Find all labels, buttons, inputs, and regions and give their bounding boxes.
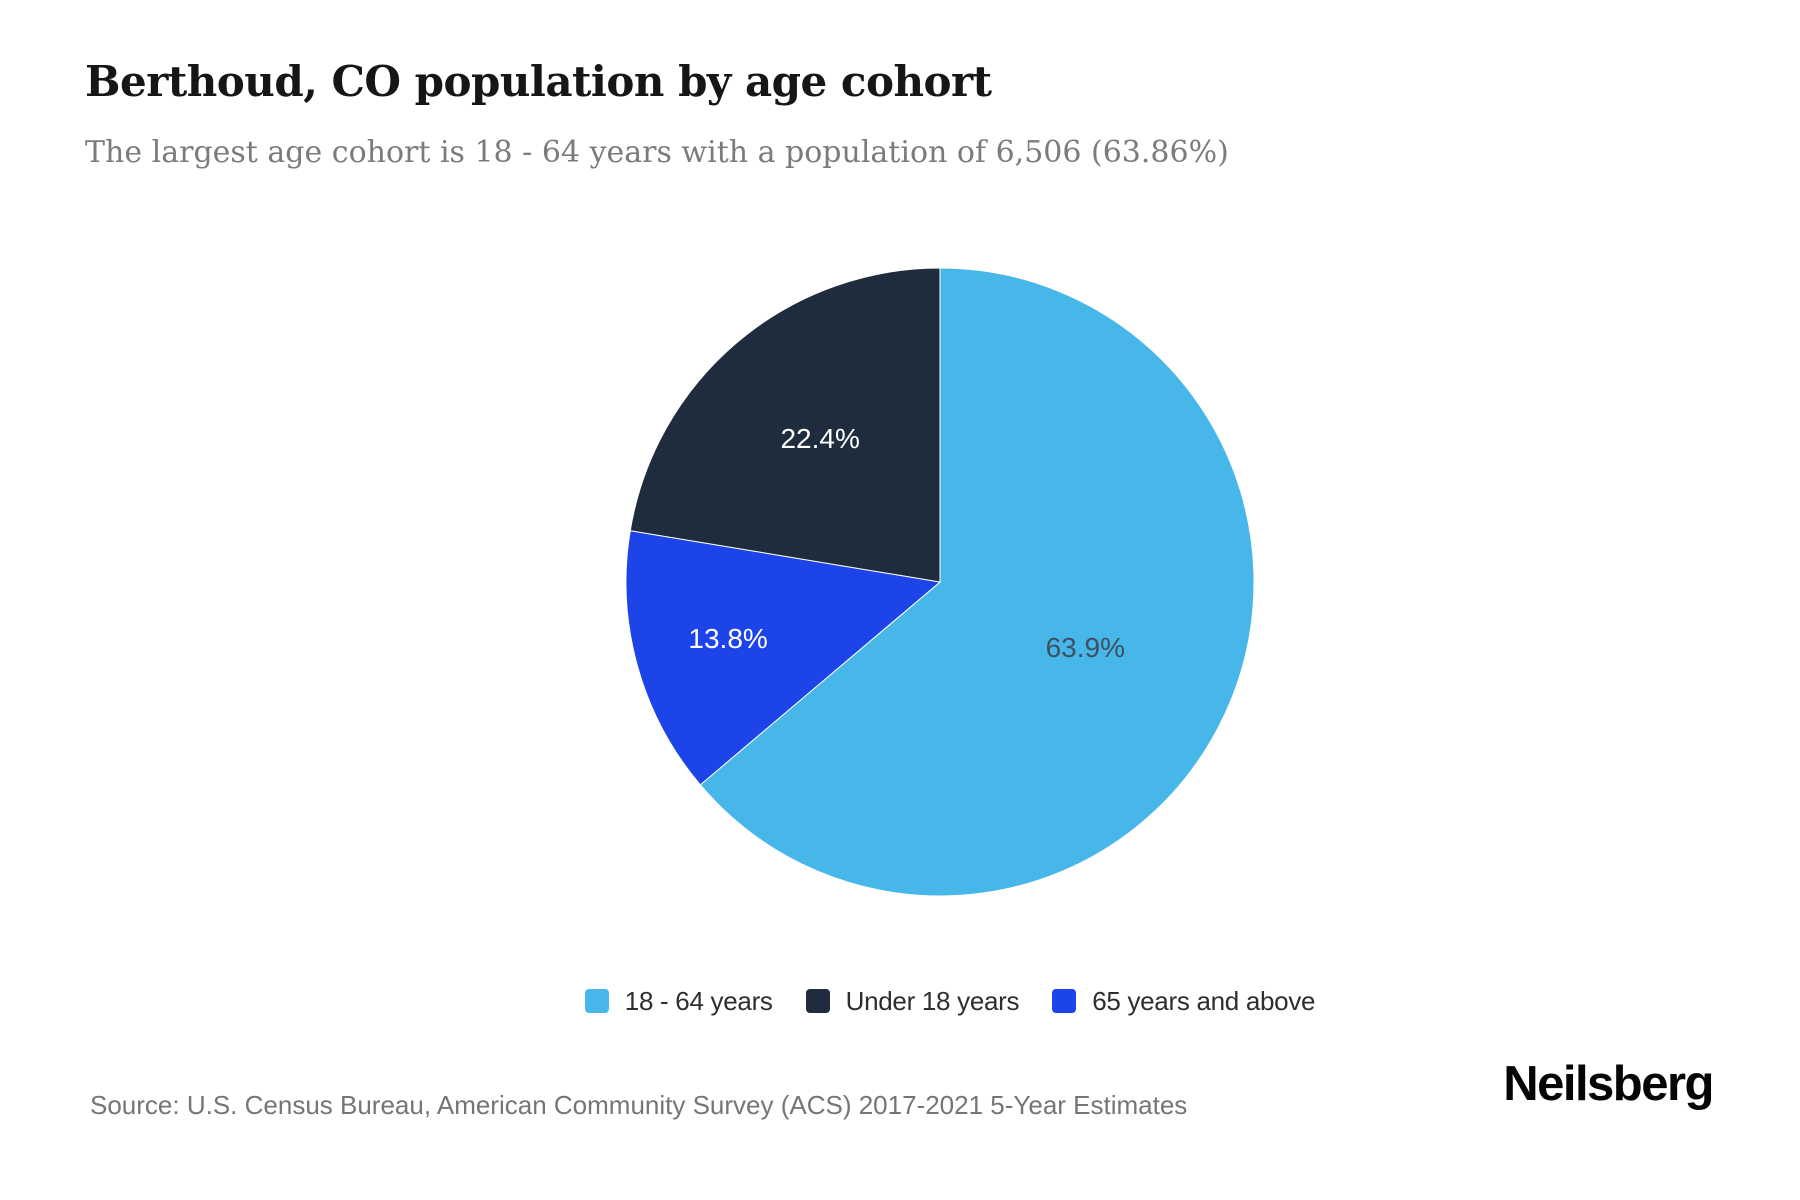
pie-slice-label: 22.4% xyxy=(780,423,859,454)
legend-swatch-icon xyxy=(805,989,830,1013)
pie-slice-label: 13.8% xyxy=(688,623,767,654)
chart-subtitle: The largest age cohort is 18 - 64 years … xyxy=(85,135,1229,170)
pie-chart: 63.9% 13.8% 22.4% xyxy=(625,267,1255,897)
legend-item[interactable]: 18 - 64 years xyxy=(584,985,773,1017)
source-attribution: Source: U.S. Census Bureau, American Com… xyxy=(90,1090,1188,1120)
pie-slice-label: 63.9% xyxy=(1046,632,1125,663)
pie-slice[interactable] xyxy=(625,530,942,786)
pie-slice[interactable] xyxy=(699,267,1255,897)
legend-swatch-icon xyxy=(1052,989,1077,1013)
chart-title: Berthoud, CO population by age cohort xyxy=(85,57,992,106)
legend-item-label: Under 18 years xyxy=(845,985,1020,1016)
legend-item-label: 18 - 64 years xyxy=(624,985,773,1016)
legend-swatch-icon xyxy=(584,989,609,1013)
pie-slice[interactable] xyxy=(629,267,941,583)
neilsberg-logo: Neilsberg xyxy=(1503,1057,1714,1111)
legend-item[interactable]: 65 years and above xyxy=(1052,985,1316,1017)
legend: 18 - 64 years Under 18 years 65 years an… xyxy=(100,984,1800,1018)
legend-item-label: 65 years and above xyxy=(1092,985,1316,1016)
legend-item[interactable]: Under 18 years xyxy=(805,985,1020,1017)
